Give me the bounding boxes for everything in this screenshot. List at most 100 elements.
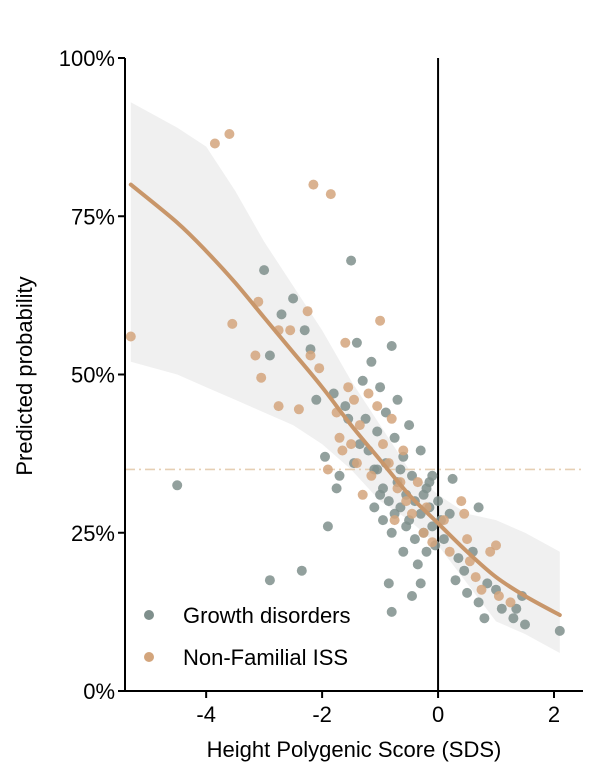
fit-curve (128, 182, 562, 617)
data-point (375, 315, 386, 326)
data-point (372, 401, 383, 412)
reference-lines (125, 58, 583, 691)
data-point (308, 179, 319, 190)
data-point (346, 439, 357, 450)
data-point (366, 356, 377, 367)
data-point (398, 546, 409, 557)
data-point (398, 445, 409, 456)
data-point (491, 540, 501, 551)
axes: 0% 25% 50% 75% 100% -4 -2 0 2 (59, 46, 583, 727)
data-point (227, 318, 238, 329)
data-point (276, 309, 287, 320)
data-point (264, 575, 275, 586)
data-point (378, 515, 388, 526)
data-point (554, 625, 565, 636)
x-tick-label: -2 (312, 702, 332, 727)
data-point (380, 407, 391, 418)
data-point (264, 350, 275, 361)
data-point (250, 350, 261, 361)
data-point (369, 502, 380, 513)
data-point (470, 572, 481, 583)
data-point (340, 337, 351, 348)
legend-label: Growth disorders (183, 603, 351, 628)
data-point (389, 432, 400, 443)
data-point (322, 464, 333, 475)
data-point (427, 521, 438, 532)
data-point (418, 527, 429, 538)
y-tick-label: 100% (59, 46, 115, 71)
data-point (314, 363, 325, 374)
data-point (224, 129, 235, 139)
data-point (520, 619, 530, 630)
data-point (354, 420, 365, 431)
legend: Growth disorders Non-Familial ISS (144, 603, 351, 670)
data-point (438, 515, 449, 526)
data-point (375, 382, 386, 393)
data-point (476, 584, 487, 595)
data-point (485, 546, 496, 557)
data-point (209, 138, 220, 149)
data-point (334, 470, 345, 481)
x-tick-label: 0 (432, 702, 444, 727)
data-point (421, 546, 432, 557)
data-point (288, 293, 299, 304)
data-point (334, 432, 345, 443)
x-tick-label: 2 (548, 702, 560, 727)
data-point (259, 265, 270, 276)
data-point (386, 413, 397, 424)
data-point (357, 375, 368, 386)
data-point (372, 426, 383, 437)
y-tick-label: 25% (71, 521, 115, 546)
data-point (253, 296, 264, 307)
data-point (305, 350, 316, 361)
data-point (383, 578, 394, 589)
data-point (482, 578, 493, 589)
data-point (456, 496, 467, 507)
data-point (508, 613, 519, 624)
confidence-band (130, 102, 560, 654)
fit-curve-line (128, 182, 562, 617)
data-point (511, 603, 522, 614)
data-point (505, 597, 516, 608)
data-point (473, 502, 484, 513)
data-point (386, 606, 397, 617)
data-point (444, 508, 455, 519)
y-tick-label: 50% (71, 363, 115, 388)
data-point (299, 325, 310, 336)
data-point (412, 559, 423, 570)
data-point (349, 394, 359, 405)
data-point (125, 331, 136, 342)
legend-label: Non-Familial ISS (183, 645, 348, 670)
data-point (320, 451, 330, 462)
data-point (407, 591, 417, 601)
data-point (378, 439, 388, 450)
data-point (343, 382, 354, 393)
data-point (473, 597, 484, 608)
data-point (444, 546, 455, 557)
data-point (172, 480, 183, 491)
data-point (392, 394, 403, 405)
data-point (386, 341, 397, 351)
data-point (401, 521, 412, 532)
x-axis-title: Height Polygenic Score (SDS) (207, 737, 502, 762)
data-point (351, 458, 362, 469)
data-point (453, 553, 464, 564)
y-tick-label: 75% (71, 204, 115, 229)
data-point (386, 527, 397, 538)
data-point (401, 496, 412, 507)
data-point (296, 565, 307, 576)
data-point (325, 189, 336, 200)
data-point (404, 420, 415, 431)
data-point (450, 575, 461, 586)
data-point (311, 394, 322, 405)
y-axis-title: Predicted probability (12, 276, 37, 475)
series-non-familial-iss (125, 129, 516, 608)
data-point (366, 470, 377, 481)
data-point (383, 496, 394, 507)
data-point (395, 502, 406, 513)
data-point (360, 413, 371, 424)
data-point (389, 515, 400, 526)
data-point (293, 404, 304, 415)
data-point (493, 591, 504, 601)
